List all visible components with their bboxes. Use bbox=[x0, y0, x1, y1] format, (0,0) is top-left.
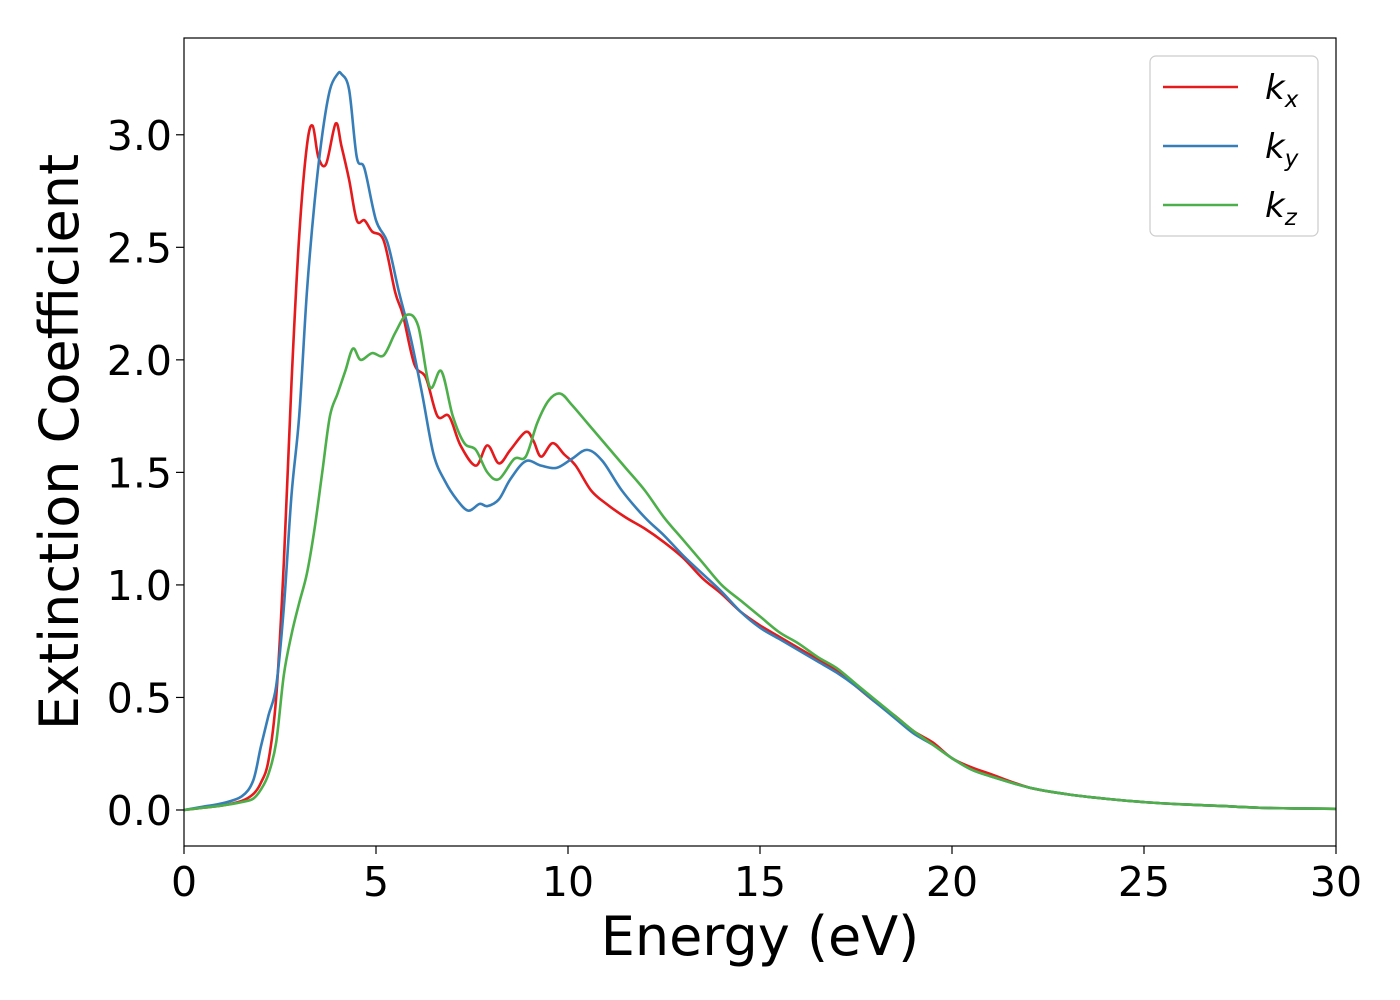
y-tick-label: 3.0 bbox=[107, 112, 172, 160]
y-tick-label: 1.0 bbox=[107, 562, 172, 610]
x-tick-label: 20 bbox=[926, 858, 978, 906]
x-tick-label: 30 bbox=[1310, 858, 1362, 906]
x-tick-label: 0 bbox=[171, 858, 197, 906]
x-axis-ticks: 0 5 10 15 20 25 30 bbox=[171, 846, 1362, 906]
legend-label-base: k bbox=[1265, 127, 1286, 167]
series-line-z bbox=[183, 313, 1337, 812]
x-axis-title: Energy (eV) bbox=[601, 905, 920, 968]
y-tick-label: 2.5 bbox=[107, 224, 172, 272]
x-tick-label: 25 bbox=[1118, 858, 1170, 906]
legend-label-subscript: y bbox=[1284, 146, 1299, 172]
legend-label-subscript: z bbox=[1284, 205, 1298, 231]
x-tick-label: 10 bbox=[542, 858, 594, 906]
legend-label-subscript: x bbox=[1284, 87, 1299, 113]
y-tick-label: 0.0 bbox=[107, 787, 172, 835]
legend-label-x: kx bbox=[1265, 68, 1299, 113]
legend-label-base: k bbox=[1265, 68, 1286, 108]
series-line-x bbox=[183, 121, 1337, 812]
y-tick-label: 0.5 bbox=[107, 674, 172, 722]
legend-label-base: k bbox=[1265, 186, 1286, 226]
x-tick-label: 5 bbox=[363, 858, 389, 906]
y-axis-title: Extinction Coefficient bbox=[28, 154, 91, 730]
legend-label-z: kz bbox=[1265, 186, 1298, 231]
series-layer bbox=[183, 70, 1337, 812]
y-axis-ticks: 0.0 0.5 1.0 1.5 2.0 2.5 3.0 bbox=[107, 112, 184, 835]
y-tick-label: 2.0 bbox=[107, 337, 172, 385]
x-tick-label: 15 bbox=[734, 858, 786, 906]
y-tick-label: 1.5 bbox=[107, 449, 172, 497]
legend-label-y: ky bbox=[1265, 127, 1299, 172]
